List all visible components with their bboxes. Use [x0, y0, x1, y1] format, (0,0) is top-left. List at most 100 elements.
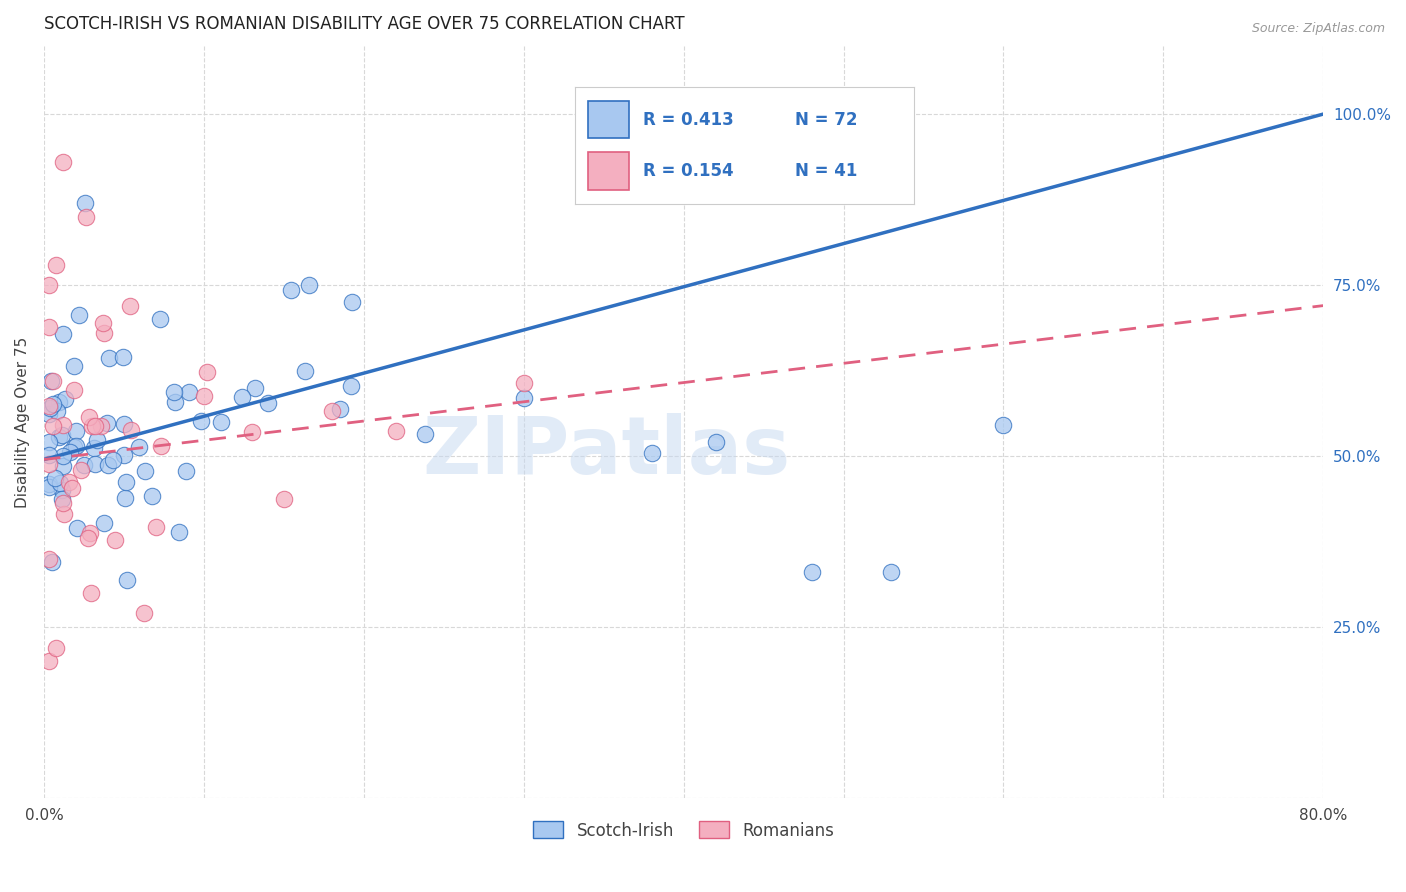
- Point: [273, 491, 295, 506]
- Point: [38, 457, 60, 471]
- Point: [190, 414, 212, 428]
- Point: [42, 374, 65, 388]
- Point: [880, 566, 903, 580]
- Point: [128, 440, 150, 454]
- Legend: Scotch-Irish, Romanians: Scotch-Irish, Romanians: [526, 814, 841, 847]
- Point: [195, 365, 218, 379]
- Point: [86, 433, 108, 447]
- Point: [298, 278, 321, 293]
- Point: [63, 440, 86, 454]
- Point: [165, 395, 187, 409]
- Point: [38, 448, 60, 462]
- Y-axis label: Disability Age Over 75: Disability Age Over 75: [15, 336, 30, 508]
- Point: [44, 471, 66, 485]
- Point: [77, 531, 100, 545]
- Point: [52, 459, 75, 474]
- Point: [65, 424, 87, 438]
- Point: [257, 396, 280, 410]
- Point: [38, 401, 60, 415]
- Point: [73, 458, 96, 472]
- Point: [46, 404, 69, 418]
- Point: [163, 385, 186, 400]
- Point: [38, 654, 60, 668]
- Point: [75, 210, 97, 224]
- Point: [45, 258, 67, 272]
- Point: [48, 395, 70, 409]
- Point: [120, 424, 142, 438]
- Point: [65, 439, 87, 453]
- Point: [231, 390, 253, 404]
- Point: [51, 491, 73, 506]
- Point: [60, 481, 83, 495]
- Point: [640, 445, 662, 459]
- Point: [243, 381, 266, 395]
- Point: [80, 586, 103, 600]
- Point: [67, 309, 90, 323]
- Point: [38, 399, 60, 413]
- Point: [51, 428, 73, 442]
- Point: [38, 551, 60, 566]
- Point: [294, 364, 316, 378]
- Point: [280, 283, 302, 297]
- Point: [45, 640, 67, 655]
- Point: [63, 359, 86, 373]
- Point: [413, 426, 436, 441]
- Point: [93, 516, 115, 531]
- Point: [512, 376, 534, 390]
- Point: [112, 417, 135, 431]
- Point: [58, 475, 80, 489]
- Point: [112, 448, 135, 462]
- Point: [134, 464, 156, 478]
- Point: [115, 475, 138, 489]
- Point: [66, 521, 89, 535]
- Point: [38, 407, 60, 421]
- Point: [83, 419, 105, 434]
- Point: [93, 326, 115, 340]
- Point: [993, 418, 1015, 433]
- Point: [51, 418, 73, 433]
- Point: [167, 524, 190, 539]
- Point: [39, 374, 62, 388]
- Point: [96, 416, 118, 430]
- Point: [132, 607, 155, 621]
- Point: [800, 566, 823, 580]
- Point: [512, 391, 534, 405]
- Point: [75, 196, 97, 211]
- Point: [120, 299, 142, 313]
- Text: SCOTCH-IRISH VS ROMANIAN DISABILITY AGE OVER 75 CORRELATION CHART: SCOTCH-IRISH VS ROMANIAN DISABILITY AGE …: [44, 15, 685, 33]
- Point: [80, 419, 103, 434]
- Point: [79, 525, 101, 540]
- Point: [53, 392, 76, 406]
- Point: [90, 419, 112, 434]
- Point: [38, 477, 60, 491]
- Point: [176, 464, 198, 478]
- Point: [321, 403, 343, 417]
- Point: [41, 418, 63, 433]
- Point: [104, 533, 127, 547]
- Point: [340, 378, 363, 392]
- Point: [114, 491, 136, 506]
- Point: [84, 457, 107, 471]
- Text: Source: ZipAtlas.com: Source: ZipAtlas.com: [1251, 22, 1385, 36]
- Point: [141, 489, 163, 503]
- Point: [70, 463, 93, 477]
- Point: [38, 278, 60, 293]
- Point: [52, 507, 75, 521]
- Point: [38, 435, 60, 450]
- Point: [59, 445, 82, 459]
- Point: [91, 316, 114, 330]
- Point: [77, 409, 100, 424]
- Point: [329, 401, 352, 416]
- Point: [83, 441, 105, 455]
- Point: [52, 155, 75, 169]
- Point: [111, 351, 134, 365]
- Point: [240, 425, 263, 439]
- Point: [52, 449, 75, 463]
- Point: [103, 452, 125, 467]
- Point: [150, 439, 173, 453]
- Point: [384, 424, 406, 438]
- Point: [340, 295, 363, 310]
- Point: [193, 389, 215, 403]
- Point: [41, 555, 63, 569]
- Point: [209, 415, 232, 429]
